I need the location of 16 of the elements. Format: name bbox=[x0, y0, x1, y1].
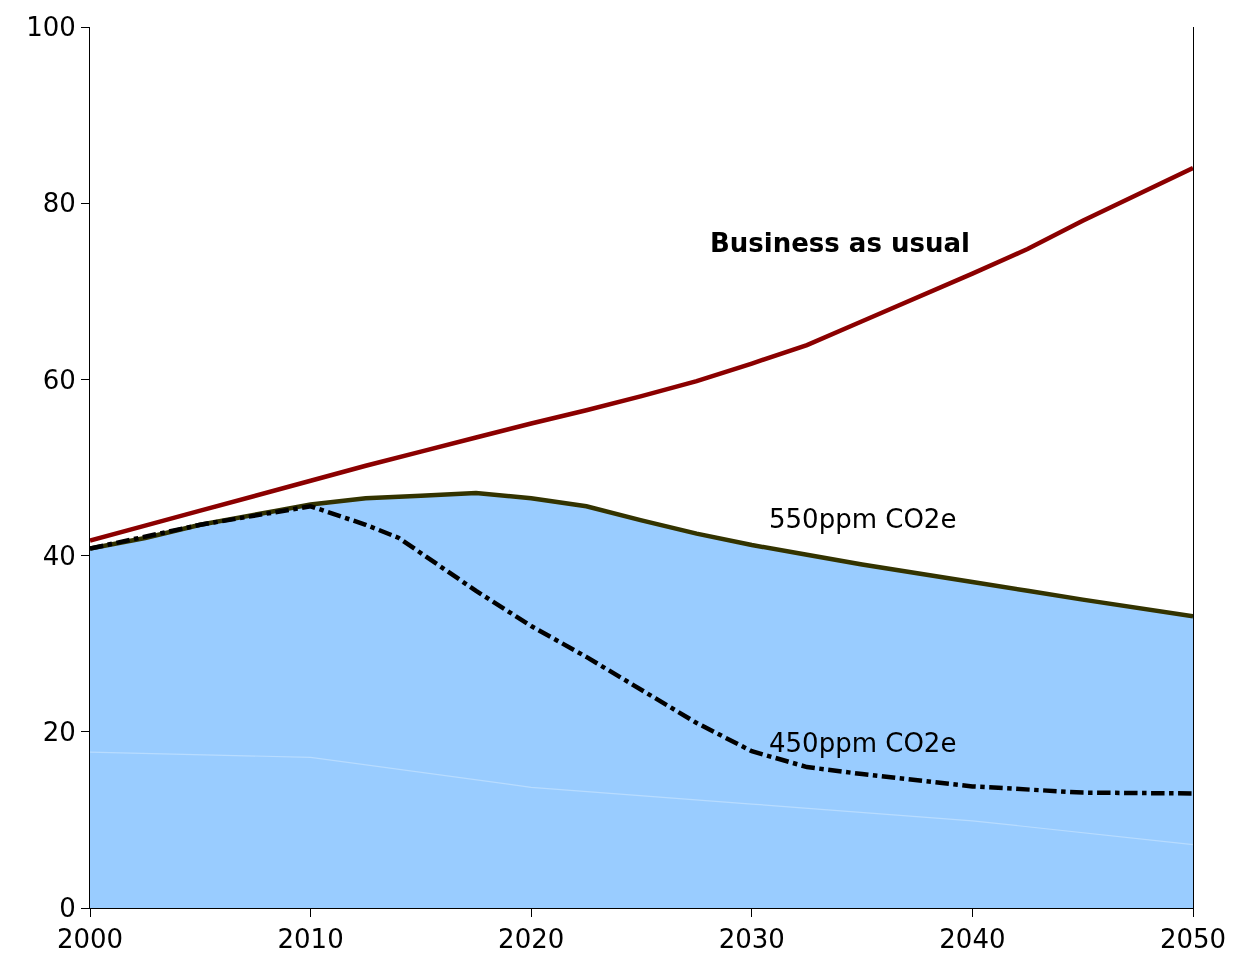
x-tick-label: 2000 bbox=[56, 924, 124, 955]
y-tick-label: 20 bbox=[42, 716, 76, 747]
y-tick-label: 80 bbox=[42, 188, 76, 219]
line-series bbox=[90, 165, 1193, 543]
series-label: 550ppm CO2e bbox=[769, 504, 957, 534]
series-label: Business as usual bbox=[710, 228, 970, 258]
y-tick-label: 100 bbox=[26, 12, 76, 43]
x-tick-label: 2040 bbox=[939, 924, 1006, 955]
x-tick-label: 2050 bbox=[1159, 924, 1227, 955]
y-tick-label: 40 bbox=[42, 540, 76, 571]
y-tick-label: 60 bbox=[42, 364, 76, 395]
x-tick-label: 2010 bbox=[277, 924, 344, 955]
y-tick-label: 0 bbox=[59, 893, 76, 924]
series-label: 450ppm CO2e bbox=[769, 728, 957, 758]
x-tick-label: 2020 bbox=[498, 924, 565, 955]
x-tick-label: 2030 bbox=[718, 924, 785, 955]
